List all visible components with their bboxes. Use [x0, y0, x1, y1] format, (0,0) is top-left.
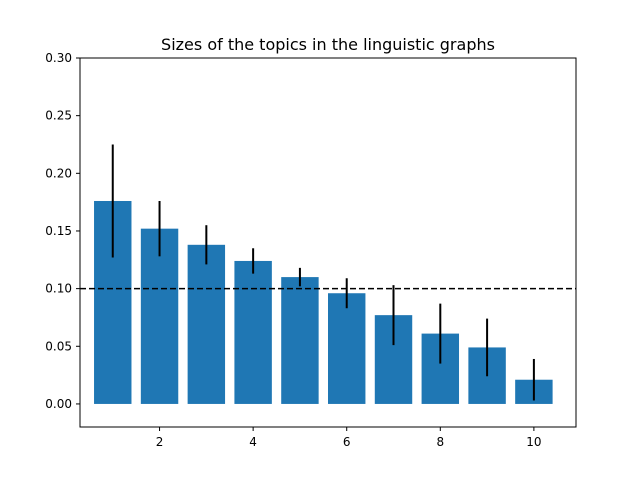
y-axis: 0.00 0.05 0.10 0.15 0.20 0.25 0.30 — [45, 51, 80, 411]
x-axis: 2 4 6 8 10 — [156, 427, 542, 449]
chart-title: Sizes of the topics in the linguistic gr… — [161, 35, 495, 54]
y-tick-label: 0.10 — [45, 282, 72, 296]
bar — [234, 260, 272, 404]
x-tick-label: 2 — [156, 435, 164, 449]
y-tick-label: 0.20 — [45, 166, 72, 180]
y-tick-label: 0.15 — [45, 224, 72, 238]
y-tick-label: 0.00 — [45, 397, 72, 411]
error-bars-group — [111, 144, 535, 401]
x-tick-label: 8 — [436, 435, 444, 449]
y-tick-label: 0.30 — [45, 51, 72, 65]
bars-group — [94, 200, 553, 404]
x-tick-label: 4 — [249, 435, 257, 449]
x-tick-label: 10 — [526, 435, 541, 449]
plot-frame — [79, 57, 577, 428]
x-tick-label: 6 — [343, 435, 351, 449]
y-tick-label: 0.25 — [45, 109, 72, 123]
bar — [281, 277, 319, 404]
bar — [140, 228, 179, 404]
bar — [187, 244, 226, 404]
y-tick-label: 0.05 — [45, 339, 72, 353]
bar — [328, 293, 366, 404]
